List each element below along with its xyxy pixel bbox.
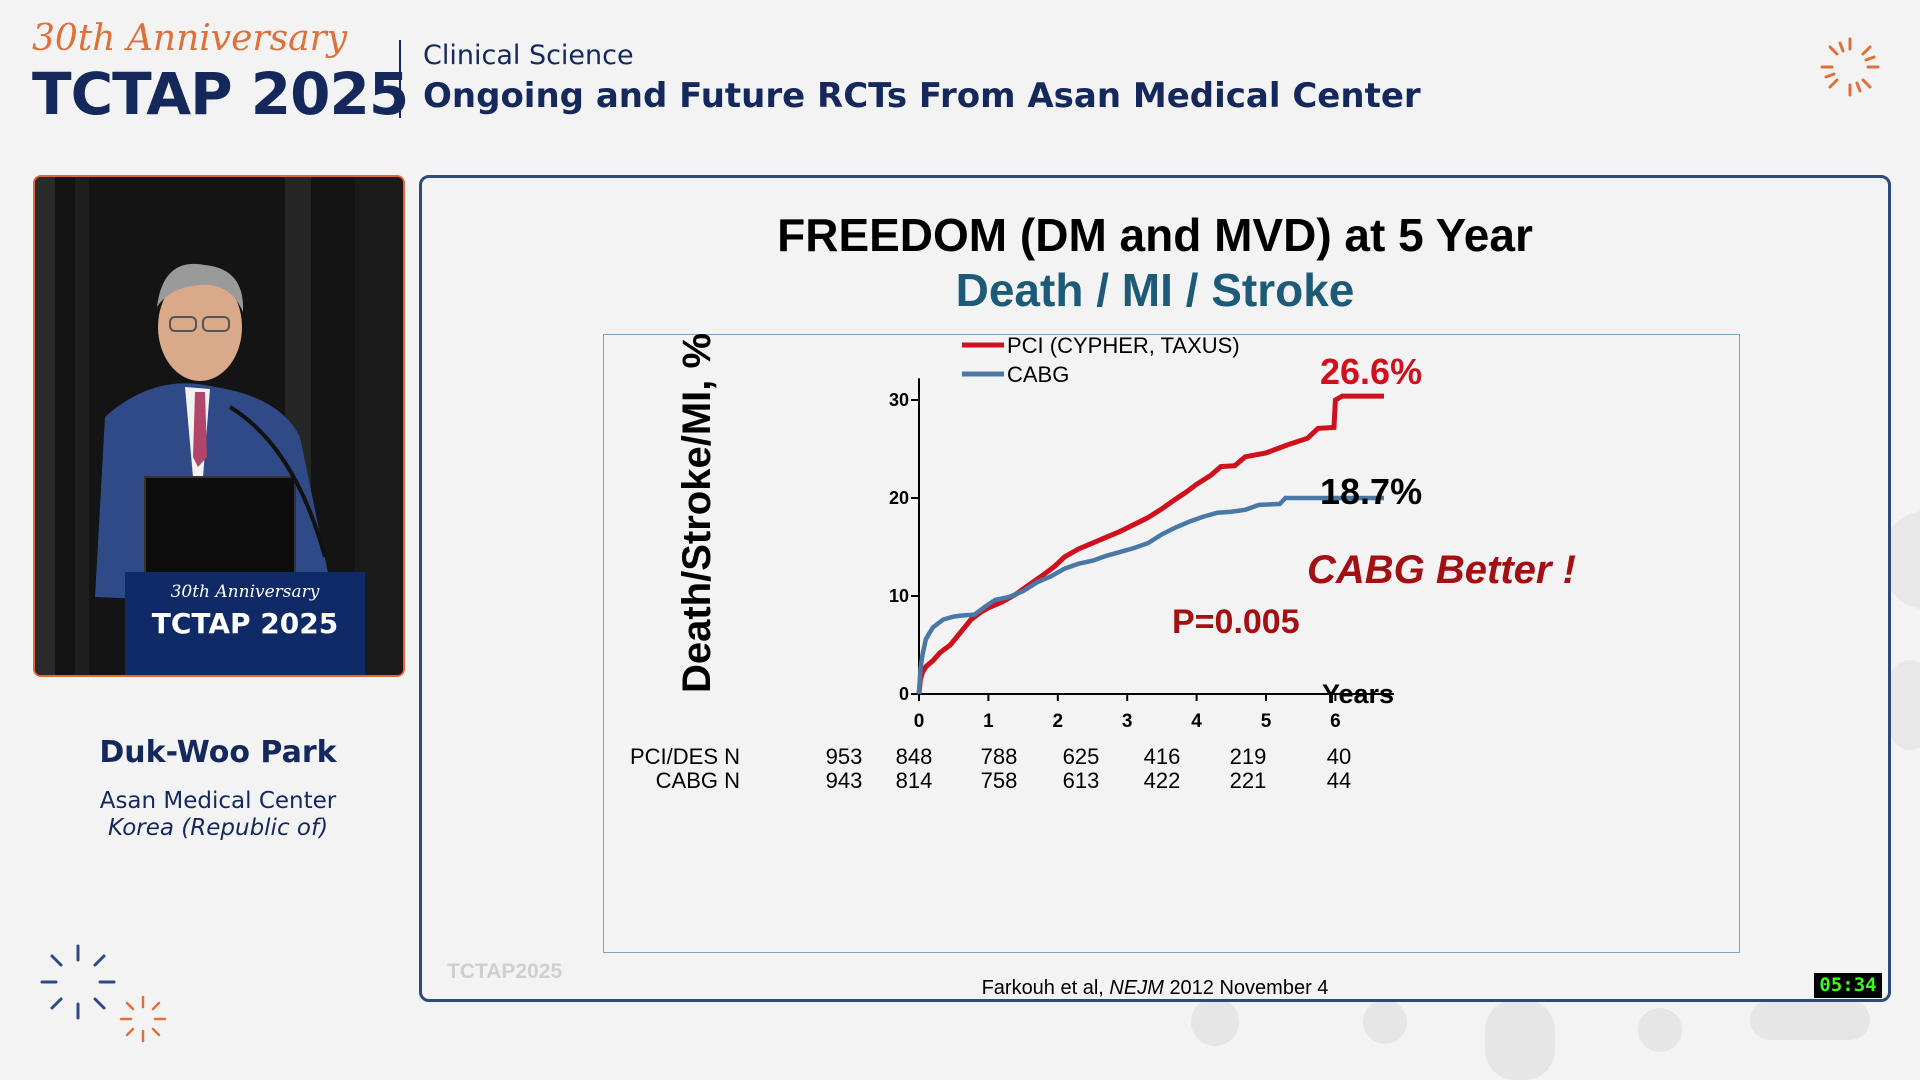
risk-cell: 848 [896, 744, 933, 769]
speaker-name: Duk-Woo Park [99, 735, 337, 770]
speaker-institution: Asan Medical Center [99, 788, 337, 814]
citation-date: 2012 November 4 [1169, 977, 1329, 999]
risk-cell: 40 [1327, 744, 1351, 769]
sparkle-icon [1820, 37, 1880, 97]
y-tick-label: 30 [889, 390, 909, 410]
header-divider [399, 40, 401, 118]
citation-author: Farkouh et al, [981, 977, 1104, 999]
risk-row-label: CABG N [656, 768, 740, 793]
session-title: Ongoing and Future RCTs From Asan Medica… [423, 76, 1421, 116]
speaker-video-frame [35, 177, 403, 675]
risk-cell: 219 [1230, 744, 1267, 769]
decorative-shapes [1191, 1000, 1870, 1080]
y-tick-label: 0 [899, 684, 909, 704]
brand-logo: TCTAP 2025 [32, 60, 409, 128]
risk-row-label: PCI/DES N [630, 744, 740, 769]
chart-frame [603, 334, 1740, 953]
citation: Farkouh et al, NEJM 2012 November 4 [422, 977, 1888, 999]
x-tick-label: 1 [983, 711, 994, 732]
risk-cell: 416 [1144, 744, 1181, 769]
x-tick-label: 0 [914, 711, 925, 732]
slide-subtitle: Death / MI / Stroke [955, 264, 1355, 316]
tctap-watermark: TCTAP2025 [447, 960, 563, 983]
cabg-end-value-label: 18.7% [1320, 471, 1422, 512]
speaker-video[interactable]: 30th Anniversary TCTAP 2025 [33, 175, 405, 677]
risk-cell: 788 [981, 744, 1018, 769]
x-axis-label: Years [1322, 679, 1394, 709]
risk-cell: 613 [1063, 768, 1100, 793]
pci-end-value-label: 26.6% [1320, 351, 1422, 392]
citation-journal: NEJM [1109, 977, 1164, 999]
risk-cell: 758 [981, 768, 1018, 793]
finding-annotation: CABG Better ! [1307, 548, 1576, 592]
x-tick-label: 3 [1122, 711, 1133, 732]
anniversary-logo-text: 30th Anniversary [32, 18, 348, 59]
p-value-annotation: P=0.005 [1172, 603, 1300, 641]
x-tick-label: 4 [1191, 711, 1202, 732]
firework-orange-icon [119, 995, 167, 1043]
cabg-series-line [916, 495, 1384, 695]
x-tick-label: 2 [1053, 711, 1064, 732]
y-tick-label: 20 [889, 488, 909, 508]
risk-cell: 814 [896, 768, 933, 793]
x-tick-label: 5 [1261, 711, 1272, 732]
risk-cell: 953 [826, 744, 863, 769]
session-timer: 05:34 [1814, 973, 1882, 998]
risk-cell: 625 [1063, 744, 1100, 769]
podium-anniversary-text: 30th Anniversary [170, 582, 320, 602]
risk-table: PCI/DES N 953 848 788 625 416 219 40 CABG N 943 81… [630, 744, 1351, 793]
presentation-slide: FREEDOM (DM and MVD) at 5 Year Death / M… [419, 175, 1891, 1002]
podium-brand-text: TCTAP 2025 [151, 607, 339, 640]
risk-cell: 422 [1144, 768, 1181, 793]
slide-title: FREEDOM (DM and MVD) at 5 Year [777, 209, 1533, 261]
risk-cell: 943 [826, 768, 863, 793]
x-tick-label: 6 [1330, 711, 1341, 732]
legend-pci-label: PCI (CYPHER, TAXUS) [1007, 333, 1240, 358]
y-axis-label: Death/Stroke/MI, % [675, 333, 719, 693]
session-category: Clinical Science [423, 40, 634, 71]
chart-axes [918, 378, 1394, 695]
speaker-country: Korea (Republic of) [107, 815, 329, 841]
pci-series-line [916, 393, 1384, 695]
risk-cell: 44 [1327, 768, 1351, 793]
legend-cabg-label: CABG [1007, 362, 1069, 387]
y-tick-label: 10 [889, 586, 909, 606]
firework-blue-icon [40, 944, 116, 1020]
km-chart: 0 10 20 30 0 1 2 3 4 5 6 PCI (CYPHER, TAXUS) CABG D… [630, 333, 1576, 793]
risk-cell: 221 [1230, 768, 1267, 793]
